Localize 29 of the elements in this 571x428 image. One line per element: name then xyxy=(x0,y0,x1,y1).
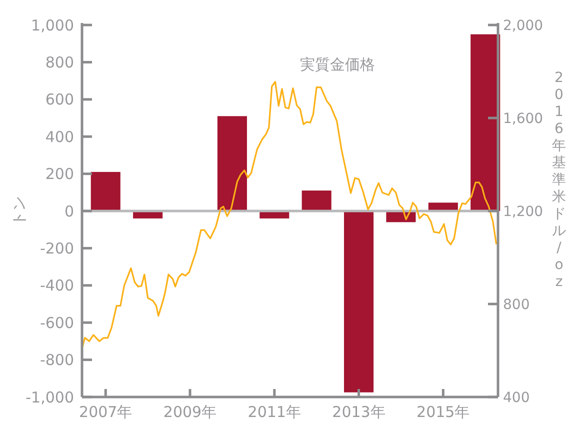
x-tick-label: 2009年 xyxy=(163,403,217,421)
bar xyxy=(217,116,247,211)
y-tick-label: 200 xyxy=(45,165,74,184)
y2-tick-label: 400 xyxy=(503,390,530,406)
y-tick-label: 600 xyxy=(45,90,74,109)
y-tick-label: 0 xyxy=(64,202,74,220)
y2-tick-label: 1,600 xyxy=(503,110,544,127)
y-tick-label: -1,000 xyxy=(26,388,74,406)
series-label: 実質金価格 xyxy=(300,56,376,74)
x-tick-label: 2013年 xyxy=(332,403,386,421)
bar xyxy=(344,211,374,392)
bar xyxy=(470,34,500,211)
y-tick-label: -400 xyxy=(40,276,74,295)
y-tick-label: -200 xyxy=(40,239,74,258)
x-tick-label: 2011年 xyxy=(248,403,301,421)
x-tick-label: 2015年 xyxy=(416,403,470,421)
y-tick-label: 1,000 xyxy=(31,16,74,34)
bar xyxy=(302,190,332,211)
y-tick-label: -600 xyxy=(40,314,74,332)
y2-tick-label: 2,000 xyxy=(503,18,544,34)
y2-tick-label: 1,200 xyxy=(503,204,544,220)
y-tick-label: 800 xyxy=(45,53,74,72)
y2-tick-label: 800 xyxy=(503,296,530,313)
y-axis-title: トン xyxy=(10,196,28,226)
y-tick-label: 400 xyxy=(45,128,74,146)
text: 2016年基準米ドル/oz xyxy=(552,70,566,290)
bar xyxy=(90,172,120,211)
x-tick-label: 2007年 xyxy=(79,403,132,421)
y-tick-label: -800 xyxy=(40,351,74,370)
